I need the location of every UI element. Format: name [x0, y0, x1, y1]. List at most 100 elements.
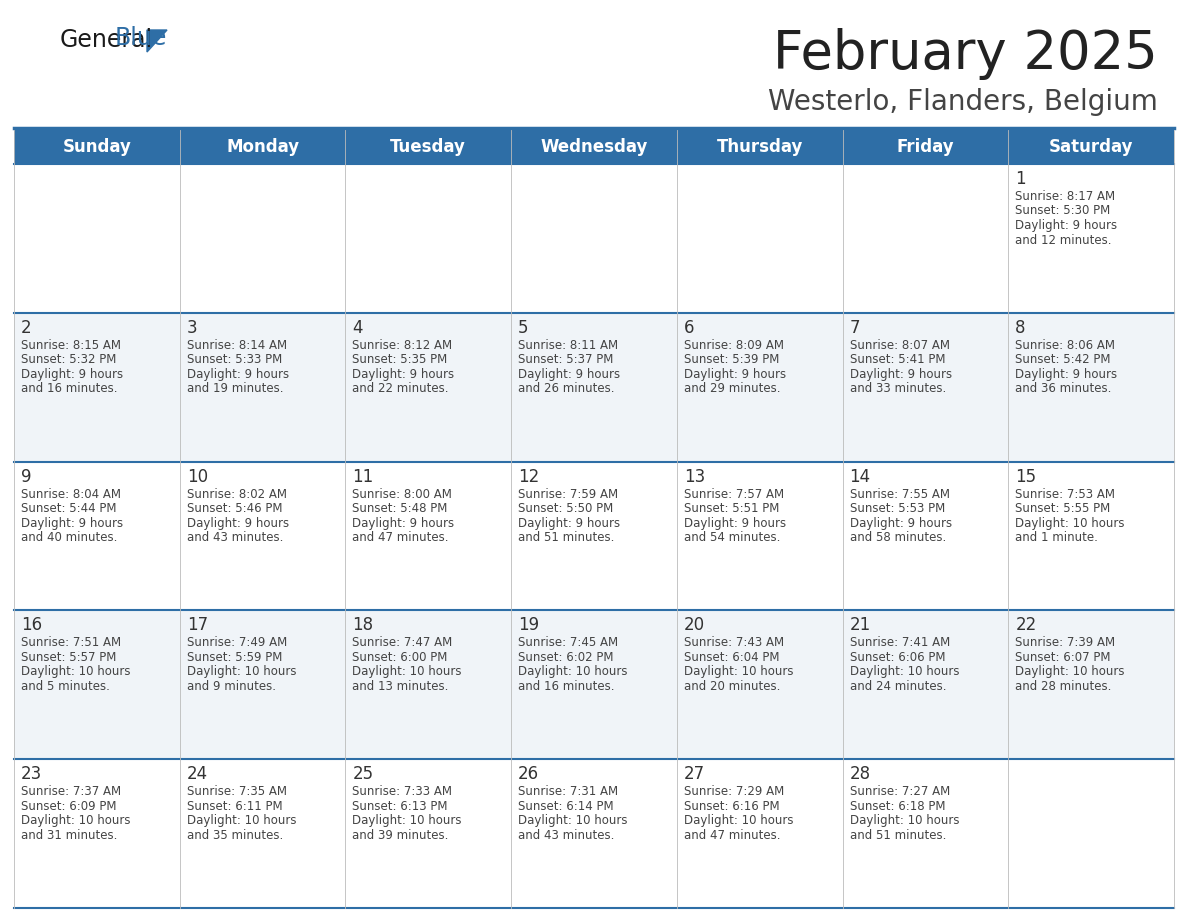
Text: Daylight: 9 hours: Daylight: 9 hours — [187, 368, 289, 381]
Text: Sunrise: 7:51 AM: Sunrise: 7:51 AM — [21, 636, 121, 649]
Text: Sunset: 6:04 PM: Sunset: 6:04 PM — [684, 651, 779, 664]
Text: Sunset: 5:50 PM: Sunset: 5:50 PM — [518, 502, 613, 515]
Text: Blue: Blue — [115, 26, 168, 50]
Bar — [14, 313, 179, 462]
Bar — [179, 610, 346, 759]
Text: Daylight: 9 hours: Daylight: 9 hours — [849, 517, 952, 530]
Text: Sunrise: 7:49 AM: Sunrise: 7:49 AM — [187, 636, 287, 649]
Text: Sunrise: 7:33 AM: Sunrise: 7:33 AM — [353, 785, 453, 798]
Text: Daylight: 10 hours: Daylight: 10 hours — [21, 814, 131, 827]
Bar — [1009, 164, 1174, 313]
Bar — [842, 610, 1009, 759]
Bar — [346, 610, 511, 759]
Text: Sunset: 5:32 PM: Sunset: 5:32 PM — [21, 353, 116, 366]
Text: and 35 minutes.: and 35 minutes. — [187, 829, 283, 842]
Text: 16: 16 — [21, 616, 42, 634]
Text: Sunrise: 7:29 AM: Sunrise: 7:29 AM — [684, 785, 784, 798]
Text: Sunrise: 8:02 AM: Sunrise: 8:02 AM — [187, 487, 286, 500]
Text: 18: 18 — [353, 616, 373, 634]
Bar — [346, 130, 511, 164]
Text: and 19 minutes.: and 19 minutes. — [187, 382, 283, 396]
Text: Sunrise: 7:27 AM: Sunrise: 7:27 AM — [849, 785, 950, 798]
Bar — [511, 130, 677, 164]
Text: Daylight: 10 hours: Daylight: 10 hours — [684, 666, 794, 678]
Text: and 24 minutes.: and 24 minutes. — [849, 680, 946, 693]
Text: Sunrise: 7:41 AM: Sunrise: 7:41 AM — [849, 636, 950, 649]
Text: Daylight: 10 hours: Daylight: 10 hours — [1016, 517, 1125, 530]
Text: Thursday: Thursday — [716, 138, 803, 156]
Text: Daylight: 9 hours: Daylight: 9 hours — [21, 368, 124, 381]
Bar — [677, 130, 842, 164]
Bar — [842, 462, 1009, 610]
Text: Sunrise: 7:55 AM: Sunrise: 7:55 AM — [849, 487, 949, 500]
Text: Daylight: 9 hours: Daylight: 9 hours — [1016, 219, 1118, 232]
Text: and 9 minutes.: and 9 minutes. — [187, 680, 276, 693]
Text: Saturday: Saturday — [1049, 138, 1133, 156]
Text: Sunrise: 7:35 AM: Sunrise: 7:35 AM — [187, 785, 286, 798]
Text: Sunset: 5:30 PM: Sunset: 5:30 PM — [1016, 205, 1111, 218]
Bar — [14, 462, 179, 610]
Bar — [346, 462, 511, 610]
Bar — [842, 130, 1009, 164]
Text: Sunset: 5:35 PM: Sunset: 5:35 PM — [353, 353, 448, 366]
Bar — [14, 759, 179, 908]
Text: and 5 minutes.: and 5 minutes. — [21, 680, 109, 693]
Text: Sunset: 6:18 PM: Sunset: 6:18 PM — [849, 800, 946, 812]
Text: 4: 4 — [353, 319, 362, 337]
Text: Sunrise: 8:15 AM: Sunrise: 8:15 AM — [21, 339, 121, 352]
Bar — [14, 164, 179, 313]
Text: Sunset: 5:53 PM: Sunset: 5:53 PM — [849, 502, 944, 515]
Text: and 54 minutes.: and 54 minutes. — [684, 532, 781, 544]
Text: and 1 minute.: and 1 minute. — [1016, 532, 1098, 544]
Text: and 36 minutes.: and 36 minutes. — [1016, 382, 1112, 396]
Text: 13: 13 — [684, 467, 706, 486]
Text: 3: 3 — [187, 319, 197, 337]
Text: and 26 minutes.: and 26 minutes. — [518, 382, 614, 396]
Text: and 12 minutes.: and 12 minutes. — [1016, 233, 1112, 247]
Bar — [14, 610, 179, 759]
Text: 20: 20 — [684, 616, 704, 634]
Text: Sunset: 6:14 PM: Sunset: 6:14 PM — [518, 800, 614, 812]
Text: Sunset: 6:09 PM: Sunset: 6:09 PM — [21, 800, 116, 812]
Text: Sunset: 5:33 PM: Sunset: 5:33 PM — [187, 353, 282, 366]
Text: February 2025: February 2025 — [773, 28, 1158, 80]
Text: Daylight: 9 hours: Daylight: 9 hours — [353, 368, 455, 381]
Text: Sunday: Sunday — [63, 138, 132, 156]
Text: Daylight: 10 hours: Daylight: 10 hours — [187, 814, 296, 827]
Text: Wednesday: Wednesday — [541, 138, 647, 156]
Text: 12: 12 — [518, 467, 539, 486]
Text: Sunrise: 8:12 AM: Sunrise: 8:12 AM — [353, 339, 453, 352]
Text: Sunrise: 7:57 AM: Sunrise: 7:57 AM — [684, 487, 784, 500]
Bar — [179, 164, 346, 313]
Text: 5: 5 — [518, 319, 529, 337]
Text: Daylight: 10 hours: Daylight: 10 hours — [518, 814, 627, 827]
Text: 11: 11 — [353, 467, 374, 486]
Text: Friday: Friday — [897, 138, 954, 156]
Text: Daylight: 10 hours: Daylight: 10 hours — [353, 814, 462, 827]
Text: 21: 21 — [849, 616, 871, 634]
Bar — [511, 610, 677, 759]
Text: Sunrise: 8:00 AM: Sunrise: 8:00 AM — [353, 487, 453, 500]
Text: and 39 minutes.: and 39 minutes. — [353, 829, 449, 842]
Text: Daylight: 9 hours: Daylight: 9 hours — [21, 517, 124, 530]
Bar — [1009, 130, 1174, 164]
Text: Daylight: 10 hours: Daylight: 10 hours — [849, 666, 959, 678]
Bar — [346, 759, 511, 908]
Text: and 22 minutes.: and 22 minutes. — [353, 382, 449, 396]
Text: and 31 minutes.: and 31 minutes. — [21, 829, 118, 842]
Text: Sunset: 6:11 PM: Sunset: 6:11 PM — [187, 800, 283, 812]
Text: Sunrise: 7:31 AM: Sunrise: 7:31 AM — [518, 785, 618, 798]
Text: Daylight: 9 hours: Daylight: 9 hours — [1016, 368, 1118, 381]
Text: Daylight: 10 hours: Daylight: 10 hours — [1016, 666, 1125, 678]
Text: Sunrise: 7:45 AM: Sunrise: 7:45 AM — [518, 636, 618, 649]
Bar — [179, 130, 346, 164]
Text: 14: 14 — [849, 467, 871, 486]
Text: Sunrise: 7:59 AM: Sunrise: 7:59 AM — [518, 487, 618, 500]
Text: and 20 minutes.: and 20 minutes. — [684, 680, 781, 693]
Text: Daylight: 9 hours: Daylight: 9 hours — [684, 517, 786, 530]
Text: Sunrise: 8:04 AM: Sunrise: 8:04 AM — [21, 487, 121, 500]
Text: 7: 7 — [849, 319, 860, 337]
Text: Sunrise: 7:39 AM: Sunrise: 7:39 AM — [1016, 636, 1116, 649]
Text: 9: 9 — [21, 467, 32, 486]
Text: and 13 minutes.: and 13 minutes. — [353, 680, 449, 693]
